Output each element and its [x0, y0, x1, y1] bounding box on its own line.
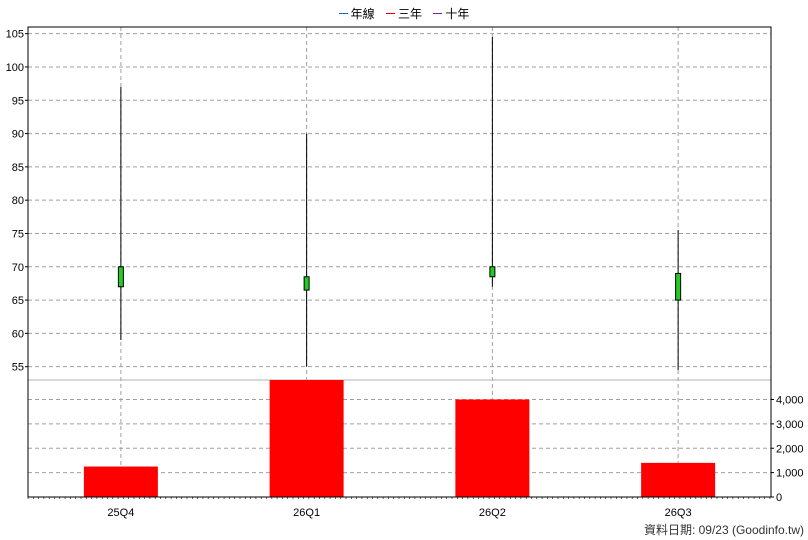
volume-tick-label: 4,000	[776, 395, 804, 407]
price-tick-label: 105	[6, 29, 24, 41]
candle-body	[675, 272, 682, 301]
legend-label: 三年	[397, 7, 422, 21]
candle-body	[489, 266, 496, 278]
legend-item-annual-line: 年線	[338, 5, 375, 22]
legend-label: 十年	[445, 7, 470, 21]
category-label: 25Q4	[107, 507, 134, 519]
price-tick-label: 65	[12, 295, 24, 307]
price-tick-label: 80	[12, 195, 24, 207]
legend: 年線 三年 十年	[0, 5, 808, 22]
volume-bar	[83, 466, 158, 497]
plot-background	[28, 27, 771, 497]
price-tick-label: 70	[12, 262, 24, 274]
price-tick-label: 85	[12, 162, 24, 174]
legend-item-three-year: 三年	[385, 5, 422, 22]
volume-bar	[455, 399, 530, 497]
price-tick-label: 60	[12, 328, 24, 340]
volume-bar	[641, 462, 716, 497]
plot-frame	[27, 26, 772, 498]
volume-bar	[269, 380, 344, 497]
legend-swatch	[385, 13, 395, 15]
legend-label: 年線	[350, 7, 375, 21]
volume-tick-label: 2,000	[776, 443, 804, 455]
volume-tick-label: 1,000	[776, 468, 804, 480]
category-label: 26Q1	[293, 507, 320, 519]
category-label: 26Q2	[479, 507, 506, 519]
legend-item-ten-year: 十年	[433, 5, 469, 22]
price-tick-label: 95	[12, 95, 24, 107]
price-tick-label: 75	[12, 228, 24, 240]
legend-swatch	[433, 13, 443, 15]
price-tick-label: 55	[12, 362, 24, 374]
price-tick-label: 90	[12, 129, 24, 141]
volume-tick-label: 0	[776, 492, 782, 504]
category-label: 26Q3	[665, 507, 692, 519]
candle-body	[303, 276, 310, 291]
price-tick-label: 100	[6, 62, 24, 74]
legend-swatch	[338, 13, 348, 15]
data-date-footer: 資料日期: 09/23 (Goodinfo.tw)	[643, 523, 804, 537]
candle-body	[117, 266, 124, 288]
volume-tick-label: 3,000	[776, 419, 804, 431]
